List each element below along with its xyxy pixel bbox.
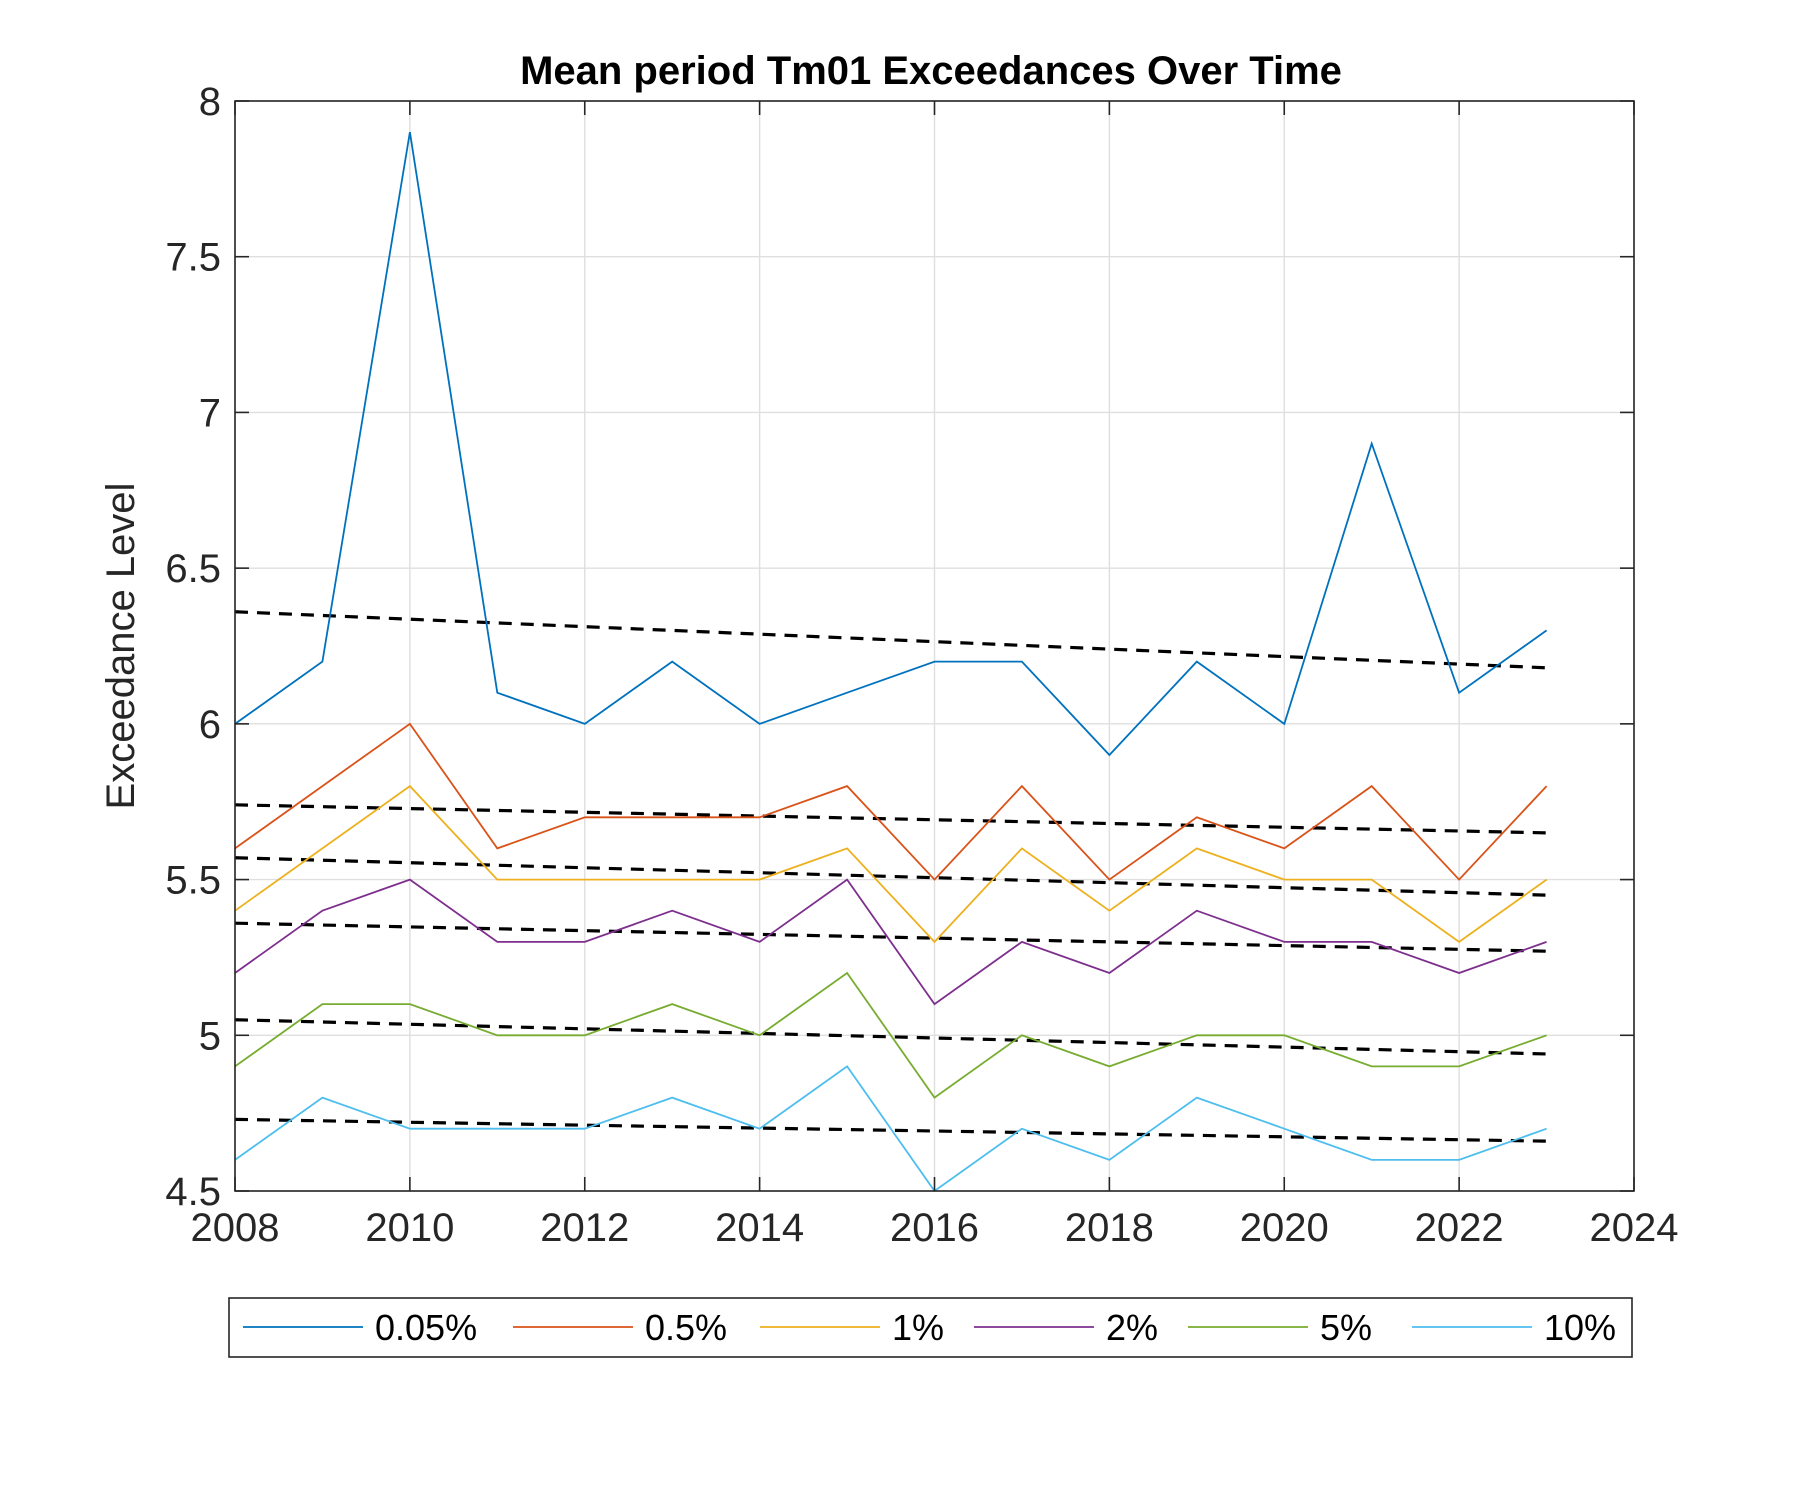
legend-label: 10%	[1544, 1307, 1616, 1348]
legend-item: 0.5%	[513, 1307, 727, 1348]
legend-item: 10%	[1412, 1307, 1616, 1348]
chart-title: Mean period Tm01 Exceedances Over Time	[520, 49, 1342, 93]
x-tick-label: 2018	[1065, 1206, 1154, 1250]
legend-box	[228, 1297, 1633, 1358]
plot-area	[234, 100, 1635, 1193]
legend-items: 0.05% 0.5% 1% 2% 5% 10%	[243, 1307, 1616, 1348]
x-tick-label: 2012	[540, 1206, 629, 1250]
y-tick-label: 7.5	[165, 236, 221, 280]
series-lines	[234, 131, 1548, 1193]
legend-label: 0.5%	[645, 1307, 727, 1348]
legend: 0.05% 0.5% 1% 2% 5% 10%	[228, 1297, 1633, 1358]
y-tick-label: 5.5	[165, 859, 221, 903]
legend-item: 5%	[1188, 1307, 1372, 1348]
y-tick-label: 7	[199, 391, 221, 435]
legend-label: 1%	[892, 1307, 944, 1348]
series-line	[234, 878, 1547, 1006]
x-tick-label: 2008	[191, 1206, 280, 1250]
axis-ticks	[234, 100, 1635, 1192]
x-tick-label: 2016	[890, 1206, 979, 1250]
legend-item: 1%	[760, 1307, 944, 1348]
legend-label: 2%	[1106, 1307, 1158, 1348]
series-line	[234, 784, 1548, 944]
legend-item: 0.05%	[243, 1307, 477, 1348]
y-axis-tick-labels: 4.5 5 5.5 6 6.5 7 7.5 8	[165, 80, 221, 1214]
legend-label: 0.05%	[375, 1307, 477, 1348]
x-tick-label: 2024	[1590, 1206, 1679, 1250]
y-tick-label: 8	[199, 80, 221, 124]
x-tick-label: 2020	[1240, 1206, 1329, 1250]
x-axis-tick-labels: 2008 2010 2012 2014 2016 2018 2020 2022 2024	[191, 1206, 1679, 1250]
x-tick-label: 2022	[1415, 1206, 1504, 1250]
series-line	[234, 1065, 1547, 1193]
x-tick-label: 2010	[365, 1206, 454, 1250]
x-tick-label: 2014	[715, 1206, 804, 1250]
legend-item: 2%	[974, 1307, 1158, 1348]
y-tick-label: 6.5	[165, 547, 221, 591]
series-line	[234, 971, 1547, 1099]
y-tick-label: 6	[199, 703, 221, 747]
legend-label: 5%	[1320, 1307, 1372, 1348]
y-axis-label: Exceedance Level	[99, 483, 143, 810]
series-line	[234, 722, 1548, 881]
y-tick-label: 4.5	[165, 1170, 221, 1214]
series-line	[234, 131, 1548, 757]
y-tick-label: 5	[199, 1014, 221, 1058]
